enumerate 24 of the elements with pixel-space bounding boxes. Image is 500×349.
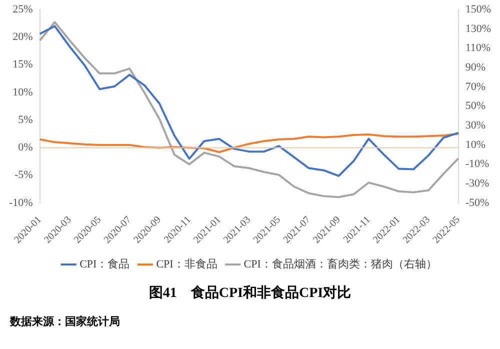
y-tick-label: -5% [14, 169, 33, 182]
y2-tick-label: 30% [465, 120, 486, 132]
y-tick-label: 0% [18, 142, 33, 154]
y2-tick-label: -30% [465, 178, 490, 190]
y-tick-label: -10% [9, 196, 33, 209]
y2-tick-label: 10% [465, 138, 486, 151]
y-tick-label: 10% [12, 86, 33, 98]
y2-tick-label: 90% [465, 61, 486, 74]
y-tick-label: 25% [12, 3, 33, 16]
y2-tick-label: 130% [465, 22, 492, 35]
y2-tick-label: 150% [465, 3, 492, 16]
y-tick-label: 5% [18, 114, 33, 126]
y2-tick-label: 110% [465, 42, 491, 54]
legend-label: CPI：非食品 [156, 257, 218, 270]
y2-tick-label: 70% [465, 80, 486, 93]
y2-tick-label: -50% [465, 196, 490, 209]
y-tick-label: 20% [12, 31, 33, 44]
source-note: 数据来源：国家统计局 [10, 314, 121, 329]
text: 图41 食品CPI和非食品CPI对比 [148, 284, 352, 302]
y-tick-label: 15% [12, 58, 33, 71]
y2-tick-label: -10% [465, 158, 490, 170]
y2-tick-label: 50% [465, 100, 486, 112]
legend-label: CPI：食品 [80, 258, 130, 270]
legend-label: CPI：食品烟酒：畜肉类：猪肉（右轴） [244, 257, 437, 270]
